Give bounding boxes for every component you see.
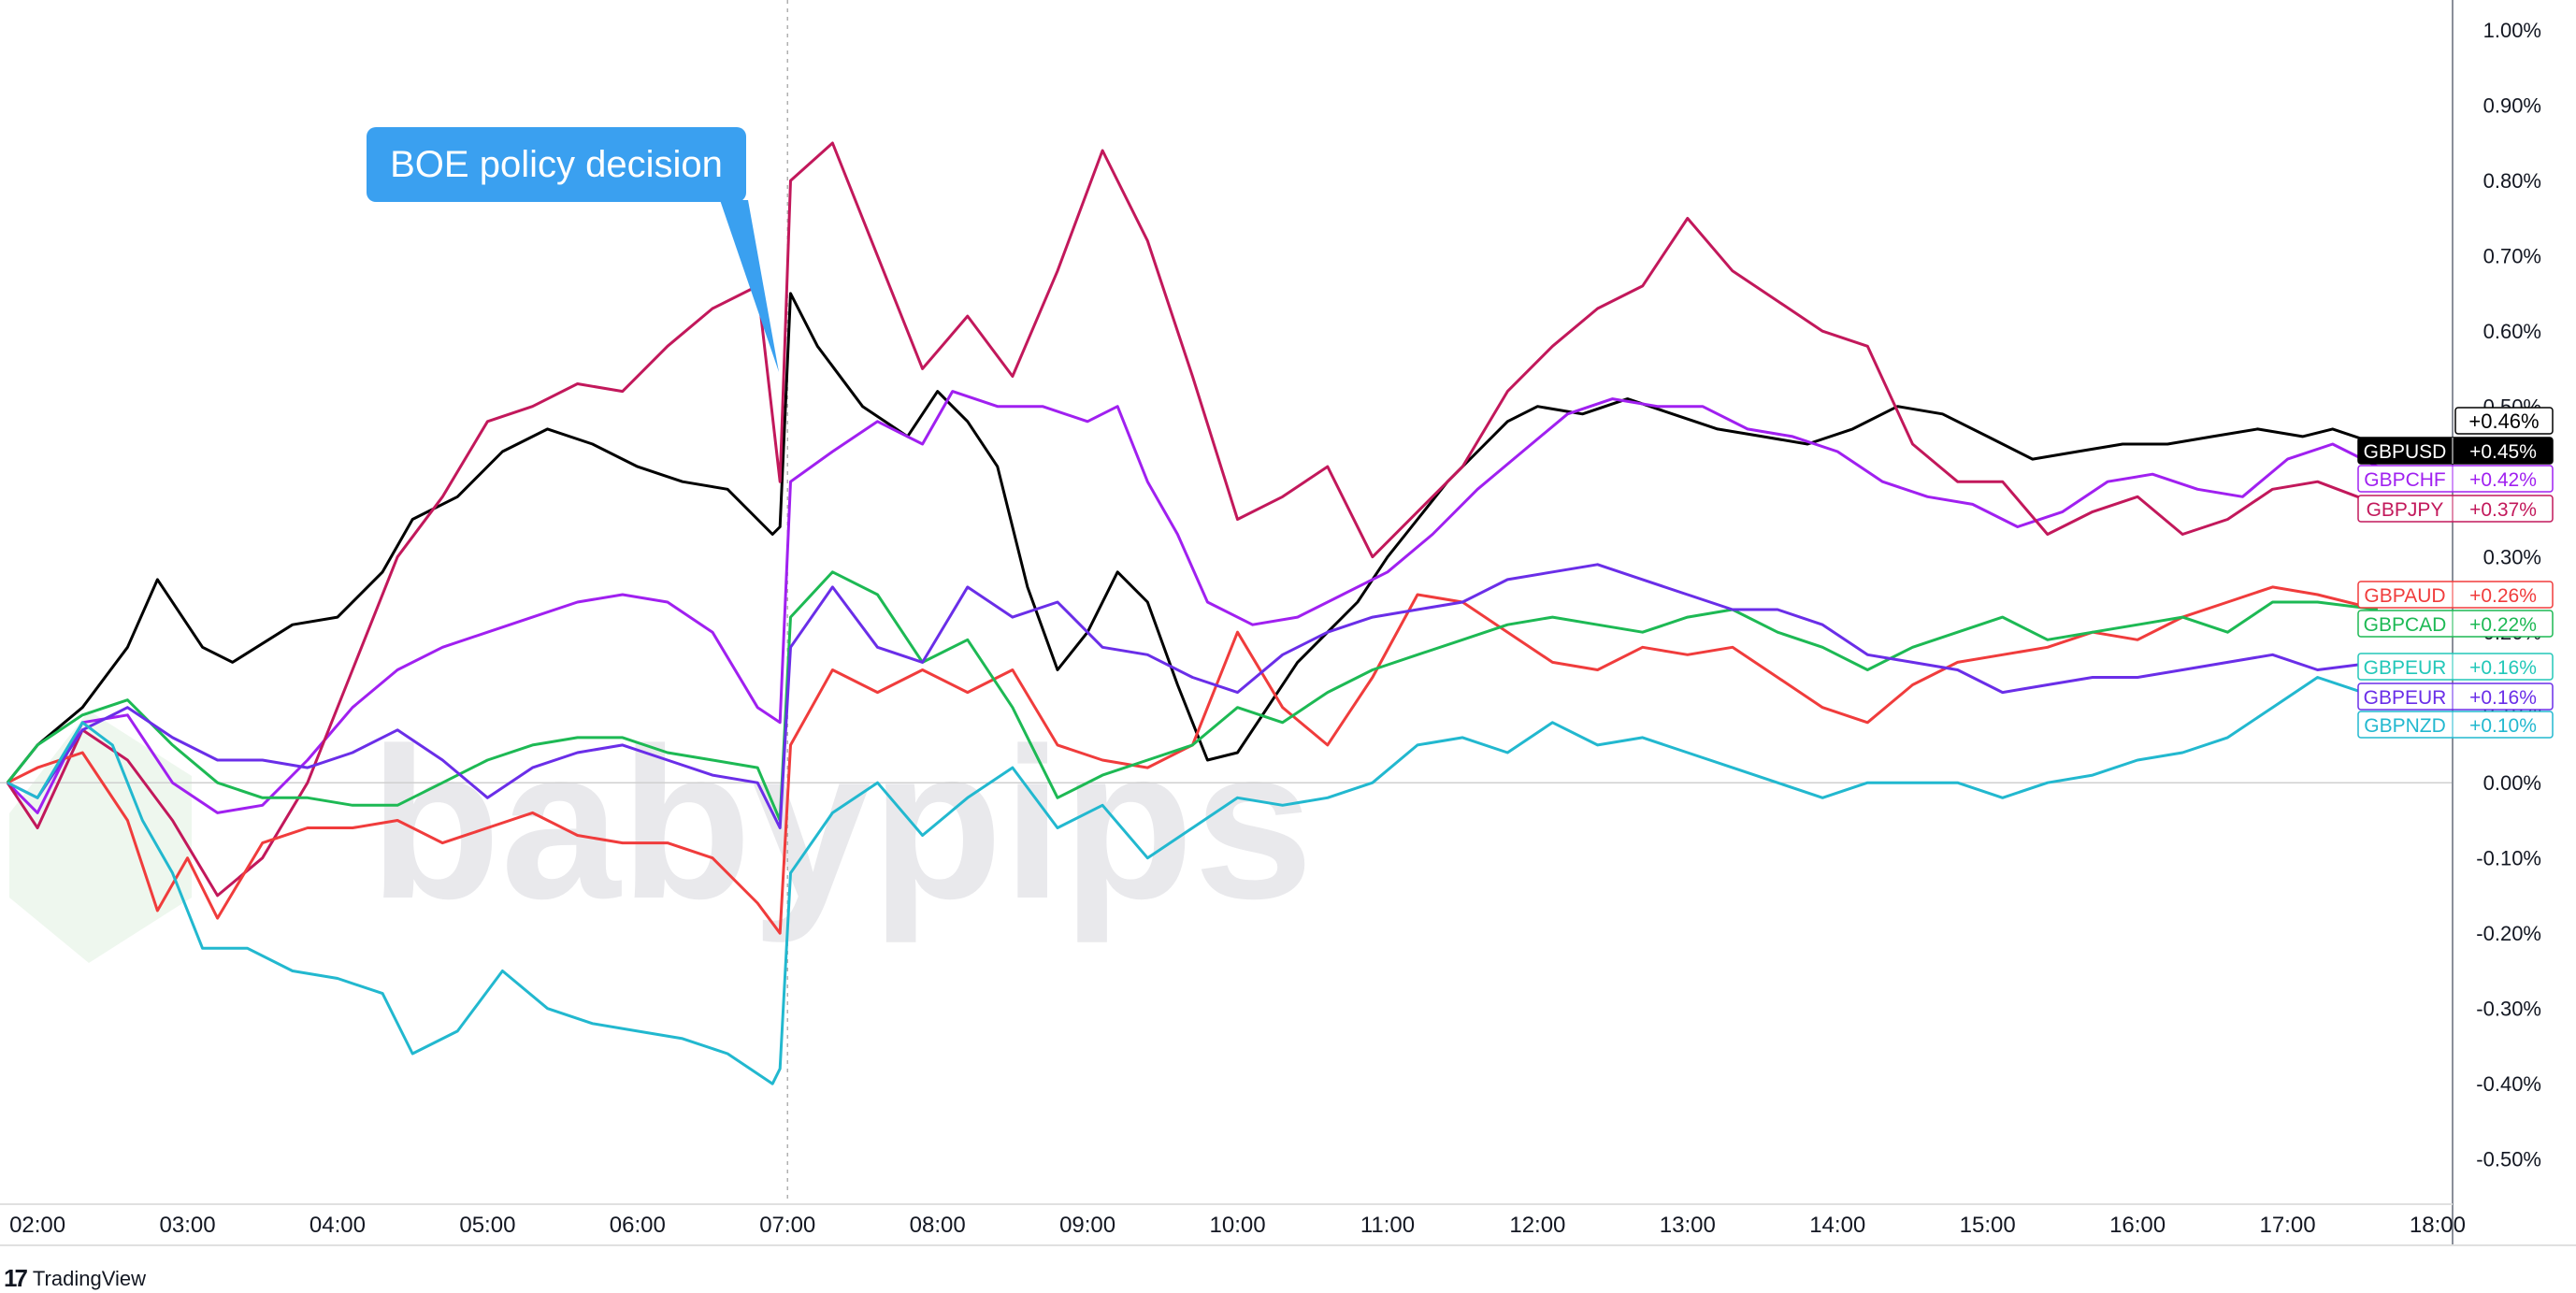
y-tick-label: 0.90%	[2483, 94, 2541, 118]
y-tick-label: -0.50%	[2476, 1148, 2541, 1171]
watermark-text: babypips	[369, 703, 1314, 943]
series-label-name: GBPUSD	[2364, 441, 2447, 463]
series-label-value: +0.42%	[2469, 469, 2537, 491]
top-price-badge: +0.46%	[2454, 407, 2554, 435]
series-label-value: +0.16%	[2469, 687, 2537, 709]
y-tick-label: 0.70%	[2483, 245, 2541, 268]
x-tick-label: 13:00	[1660, 1213, 1716, 1238]
series-label-name: GBPJPY	[2367, 499, 2444, 521]
x-axis: 02:00 03:00 04:00 05:00 06:00 07:00 08:00 09:00…	[9, 1213, 2466, 1238]
y-tick-label: 0.00%	[2483, 771, 2541, 795]
x-tick-label: 15:00	[1960, 1213, 2016, 1238]
series-label-value: +0.37%	[2469, 499, 2537, 521]
y-tick-label: -0.30%	[2476, 998, 2541, 1021]
y-tick-label: 0.60%	[2483, 320, 2541, 343]
series-label-gbpaud[interactable]: GBPAUD +0.26%	[2357, 581, 2554, 609]
x-tick-label: 07:00	[759, 1213, 815, 1238]
series-label-name: GBPEUR	[2364, 687, 2447, 709]
series-label-gbpcad[interactable]: GBPCAD +0.22%	[2357, 610, 2554, 638]
series-label-value: +0.16%	[2469, 657, 2537, 679]
y-tick-label: 1.00%	[2483, 19, 2541, 42]
series-line-gbpjpy	[6, 141, 2379, 898]
series-label-name: GBPAUD	[2364, 585, 2445, 607]
x-tick-label: 16:00	[2109, 1213, 2166, 1238]
series-label-gbpnzd[interactable]: GBPNZD +0.10%	[2357, 711, 2554, 739]
series-label-value: +0.10%	[2469, 715, 2537, 737]
tradingview-logo-icon: 17	[4, 1264, 28, 1292]
series-layer	[6, 141, 2379, 1085]
series-label-name: GBPNZD	[2364, 715, 2446, 737]
series-label-gbpeur[interactable]: GBPEUR +0.16%	[2357, 682, 2554, 711]
x-tick-label: 03:00	[160, 1213, 216, 1238]
callout-pointer	[720, 200, 779, 372]
x-tick-label: 14:00	[1809, 1213, 1865, 1238]
annotation-text: BOE policy decision	[390, 143, 723, 185]
y-tick-label: -0.20%	[2476, 922, 2541, 945]
x-tick-label: 06:00	[610, 1213, 666, 1238]
series-labels[interactable]: +0.46% GBPUSD +0.45% GBPCHF +0.42% GBPJPY +0.3…	[2357, 407, 2554, 739]
series-label-gbpchf[interactable]: GBPCHF +0.42%	[2357, 465, 2554, 493]
series-label-gbpjpy[interactable]: GBPJPY +0.37%	[2357, 495, 2554, 523]
x-tick-label: 09:00	[1059, 1213, 1115, 1238]
series-label-value: +0.26%	[2469, 585, 2537, 607]
top-badge-text: +0.46%	[2468, 409, 2539, 433]
y-tick-label: -0.40%	[2476, 1072, 2541, 1096]
watermark: babypips	[9, 703, 1314, 963]
series-line-gbpchf	[6, 390, 2379, 814]
x-tick-label: 17:00	[2259, 1213, 2315, 1238]
series-label-name: GBPCAD	[2364, 614, 2447, 636]
series-line-gbpaud	[7, 585, 2379, 935]
x-tick-label: 08:00	[910, 1213, 966, 1238]
series-line-gbpnzd	[7, 676, 2379, 1085]
x-tick-label: 02:00	[9, 1213, 65, 1238]
brand-name: TradingView	[32, 1266, 146, 1290]
x-tick-label: 12:00	[1509, 1213, 1565, 1238]
series-label-gbpeur-teal[interactable]: GBPEUR +0.16%	[2357, 653, 2554, 681]
x-tick-label: 04:00	[309, 1213, 366, 1238]
y-tick-label: 0.30%	[2483, 546, 2541, 569]
x-tick-label: 11:00	[1360, 1213, 1415, 1238]
series-label-value: +0.45%	[2469, 441, 2537, 463]
x-tick-label: 10:00	[1210, 1213, 1266, 1238]
x-tick-label: 18:00	[2410, 1213, 2466, 1238]
watermark-logo-icon	[9, 711, 192, 963]
y-tick-label: 0.80%	[2483, 169, 2541, 193]
series-line-gbpeur	[7, 563, 2378, 829]
x-tick-label: 05:00	[459, 1213, 515, 1238]
series-label-gbpusd[interactable]: GBPUSD +0.45%	[2357, 437, 2554, 465]
annotation-callout: BOE policy decision	[367, 127, 746, 202]
series-label-name: GBPEUR	[2364, 657, 2447, 679]
y-tick-label: -0.10%	[2476, 847, 2541, 870]
series-label-name: GBPCHF	[2364, 469, 2446, 491]
series-line-gbpcad	[6, 570, 2378, 822]
series-label-value: +0.22%	[2469, 614, 2537, 636]
tradingview-brand[interactable]: 17 TradingView	[4, 1264, 146, 1293]
